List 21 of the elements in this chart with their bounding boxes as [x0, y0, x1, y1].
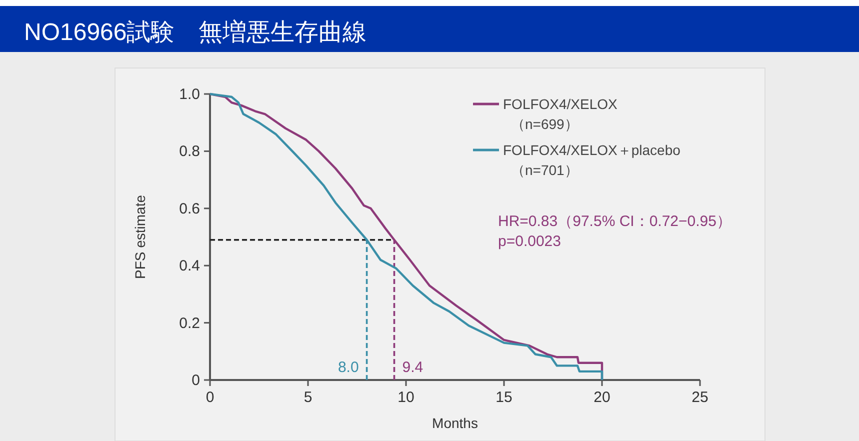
x-tick-label: 25 — [692, 389, 708, 406]
x-tick-label: 15 — [496, 389, 512, 406]
x-tick-label: 20 — [594, 389, 610, 406]
y-tick-label: 0.6 — [179, 200, 200, 218]
annotation: p=0.0023 — [498, 233, 561, 250]
ref-line-label: 9.4 — [402, 359, 424, 376]
x-tick-label: 0 — [206, 389, 214, 406]
y-axis-title: PFS estimate — [132, 194, 148, 280]
y-tick-label: 1.0 — [179, 86, 200, 103]
y-tick-label: 0.2 — [179, 314, 200, 332]
x-tick-label: 5 — [304, 389, 312, 406]
ref-line-label: 8.0 — [338, 359, 359, 376]
y-tick-label: 0 — [192, 372, 200, 389]
legend-label: FOLFOX4/XELOX＋placebo （n=701） — [503, 142, 681, 178]
x-tick-label: 10 — [398, 389, 414, 406]
legend-label: FOLFOX4/XELOX （n=699） — [503, 96, 618, 132]
annotation: HR=0.83（97.5% CI：0.72−0.95） — [498, 213, 732, 230]
y-tick-label: 0.4 — [179, 258, 200, 275]
chart-title: NO16966試験 無増悪生存曲線 — [24, 19, 367, 46]
x-axis-title: Months — [432, 415, 478, 431]
y-tick-label: 0.8 — [179, 143, 200, 160]
